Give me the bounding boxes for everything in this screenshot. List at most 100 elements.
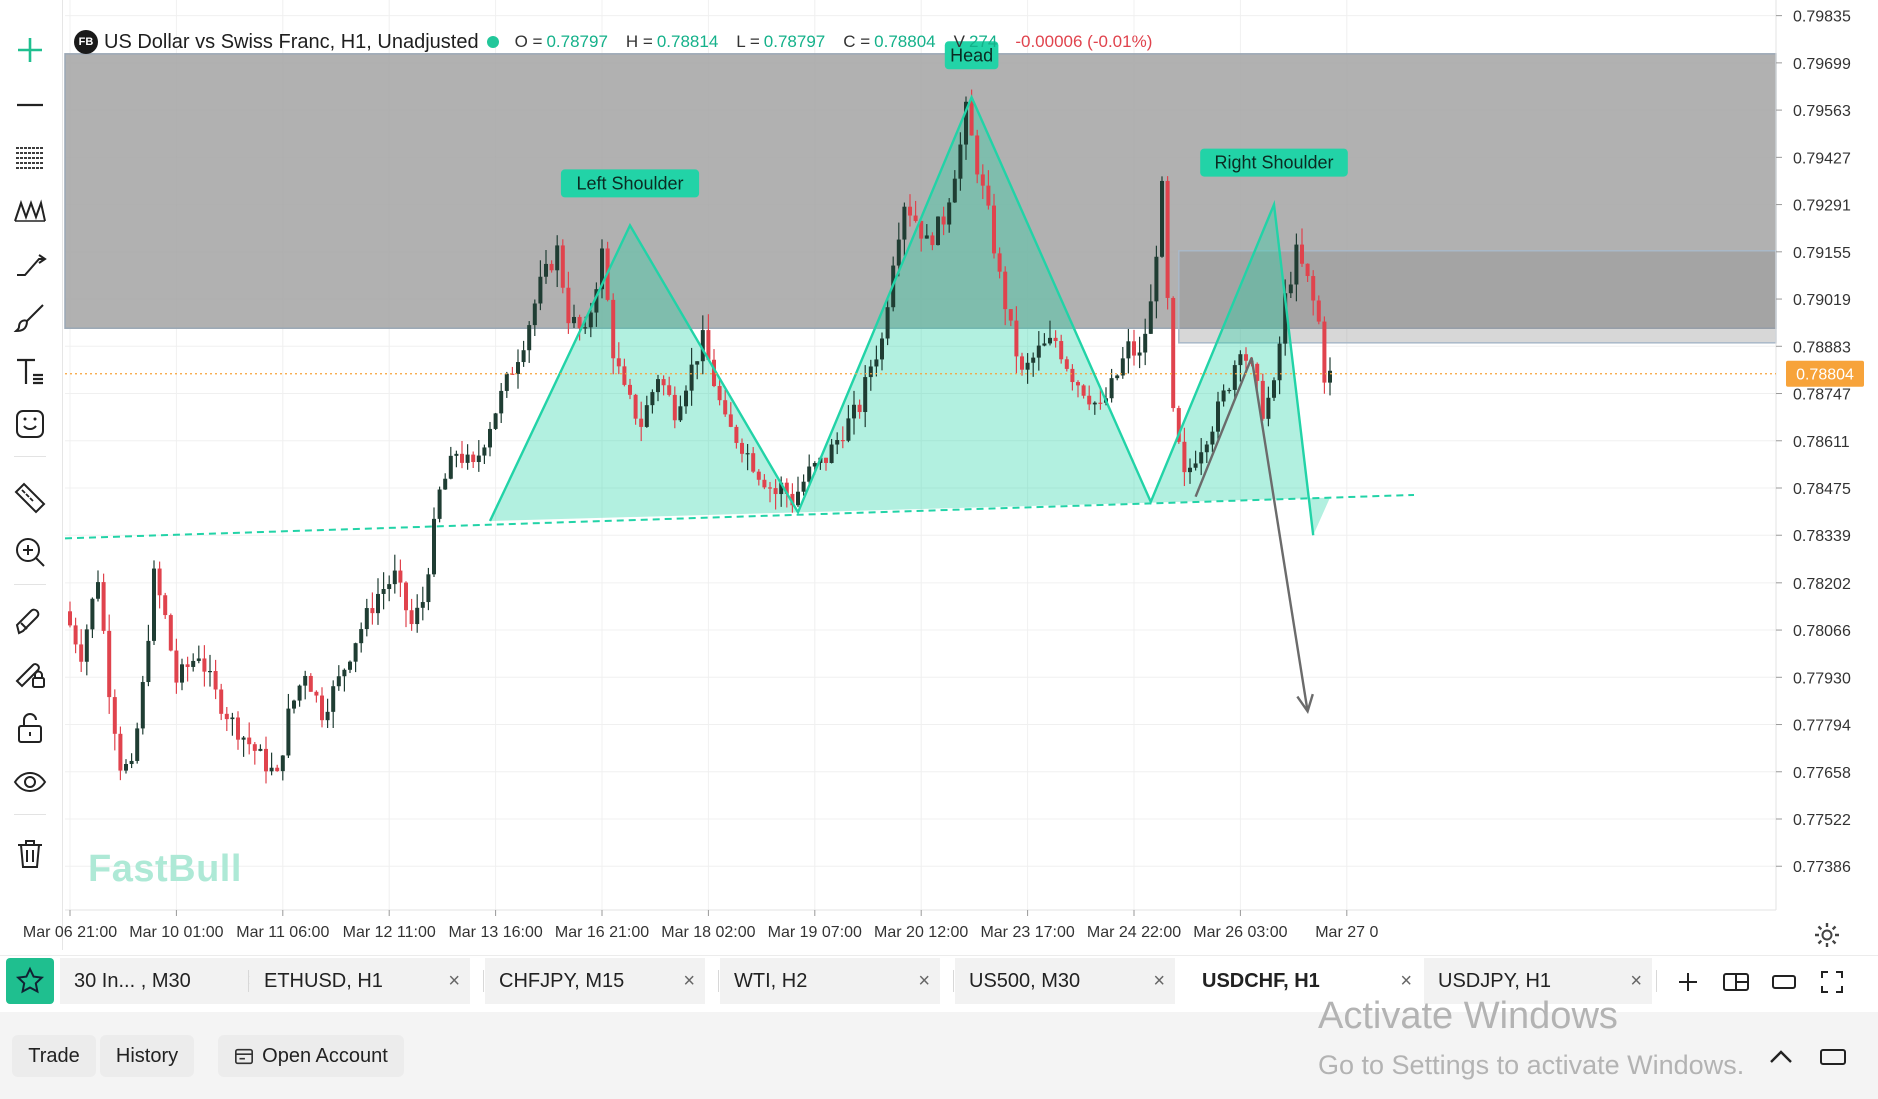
candle-body [432,518,436,575]
close-icon[interactable]: × [1400,969,1412,992]
candle-body [1098,402,1103,404]
chart-settings-gear-icon[interactable] [1812,920,1842,950]
candle-body [644,405,649,427]
candle-body [874,359,879,367]
candle-body [779,482,784,495]
history-button[interactable]: History [100,1035,194,1077]
candle-body [488,428,492,448]
candle-body [678,406,683,421]
candle-body [723,400,728,415]
favorites-star-button[interactable] [6,958,54,1004]
candle-body [1003,271,1008,310]
candle-body [986,185,991,206]
tab-label: USDCHF, H1 [1202,969,1320,992]
head-and-shoulders-pattern[interactable] [490,97,1330,536]
close-icon[interactable]: × [918,969,930,992]
candles [68,89,1332,784]
emoji-icon[interactable] [10,404,50,444]
candle-body [79,644,84,662]
tab-usdchf[interactable]: USDCHF, H1 × [1188,958,1422,1004]
add-tab-icon[interactable] [1670,964,1706,1000]
trade-button[interactable]: Trade [12,1035,96,1077]
horizontal-line-icon[interactable] [10,84,50,124]
open-label: O = [514,32,543,51]
split-layout-icon[interactable] [1718,964,1754,1000]
candle-body [1137,352,1142,356]
candle-body [600,248,604,290]
close-icon[interactable]: × [1153,969,1165,992]
ruler-icon[interactable] [10,478,50,518]
candle-body [314,691,319,696]
candle-body [1014,320,1019,357]
close-icon[interactable]: × [683,969,695,992]
projection-arrow-head [1296,693,1314,715]
candle-body [370,608,375,614]
unlock-icon[interactable] [10,708,50,748]
candle-body [824,457,828,463]
candle-body [73,625,78,645]
candle-body [1238,354,1243,366]
crosshair-icon[interactable] [10,30,50,70]
tab-30-index[interactable]: 30 In... , M30 × [60,958,270,1004]
pattern-labels[interactable]: Left Shoulder Head Right Shoulder [560,41,1348,198]
open-account-button[interactable]: Open Account [218,1035,404,1077]
candle-body [112,697,117,734]
tab-chfjpy[interactable]: CHFJPY, M15 × [485,958,705,1004]
trash-icon[interactable] [10,834,50,874]
pattern-lines[interactable] [64,94,1415,715]
candle-body [1059,341,1064,360]
tab-usdjpy[interactable]: USDJPY, H1 × [1424,958,1652,1004]
price-tick-label: 0.79563 [1793,103,1851,120]
text-icon[interactable] [10,352,50,392]
tab-us500[interactable]: US500, M30 × [955,958,1175,1004]
time-axis[interactable]: Mar 06 21:00 Mar 10 01:00 Mar 11 06:00 Mar … [23,909,1776,941]
time-tick-label: Mar 20 12:00 [874,924,968,941]
magnet-icon[interactable] [10,602,50,642]
brush-icon[interactable] [10,298,50,338]
candle-body [387,584,392,590]
candle-body [1199,452,1204,464]
eye-icon[interactable] [10,762,50,802]
candle-body [549,263,554,271]
volume-value: 274 [968,32,998,51]
pattern-icon[interactable] [10,190,50,230]
price-tick-label: 0.77658 [1793,765,1851,782]
candle-body [1008,309,1013,321]
projection-icon[interactable] [10,244,50,284]
candle-body [1171,297,1176,409]
candle-body [885,307,890,339]
tab-ethusd[interactable]: ETHUSD, H1 × [250,958,470,1004]
time-tick-label: Mar 16 21:00 [555,924,649,941]
candle-body [482,447,487,456]
pattern-label-box [944,41,999,70]
candle-body [129,760,134,765]
lock-drawing-icon[interactable] [10,654,50,694]
price-axis[interactable]: 0.79835 0.79699 0.79563 0.79427 0.79291 0.791… [65,0,1864,910]
symbol-title[interactable]: US Dollar vs Swiss Franc, H1, Unadjusted [104,30,479,53]
price-tick-label: 0.78611 [1793,434,1850,451]
candle-body [1020,356,1024,370]
candle-body [1322,321,1327,383]
candle-body [1126,341,1131,359]
candle-body [426,574,431,603]
minimize-panel-icon[interactable] [1818,1044,1848,1070]
zoom-icon[interactable] [10,532,50,572]
fib-lines-icon[interactable] [10,136,50,176]
candle-body [180,664,184,683]
candle-body [308,675,313,692]
candle-body [269,767,274,772]
candle-body [1160,180,1164,257]
fullscreen-icon[interactable] [1814,964,1850,1000]
candle-body [280,755,285,772]
pattern-label: Right Shoulder [1214,153,1333,173]
tab-wti[interactable]: WTI, H2 × [720,958,940,1004]
price-tick-label: 0.79699 [1793,56,1851,73]
candle-body [275,767,280,772]
candle-body [101,582,106,631]
single-layout-icon[interactable] [1766,964,1802,1000]
chevron-up-icon[interactable] [1766,1042,1796,1072]
close-icon[interactable]: × [1630,969,1642,992]
time-tick-label: Mar 18 02:00 [661,924,755,941]
close-icon[interactable]: × [448,969,460,992]
